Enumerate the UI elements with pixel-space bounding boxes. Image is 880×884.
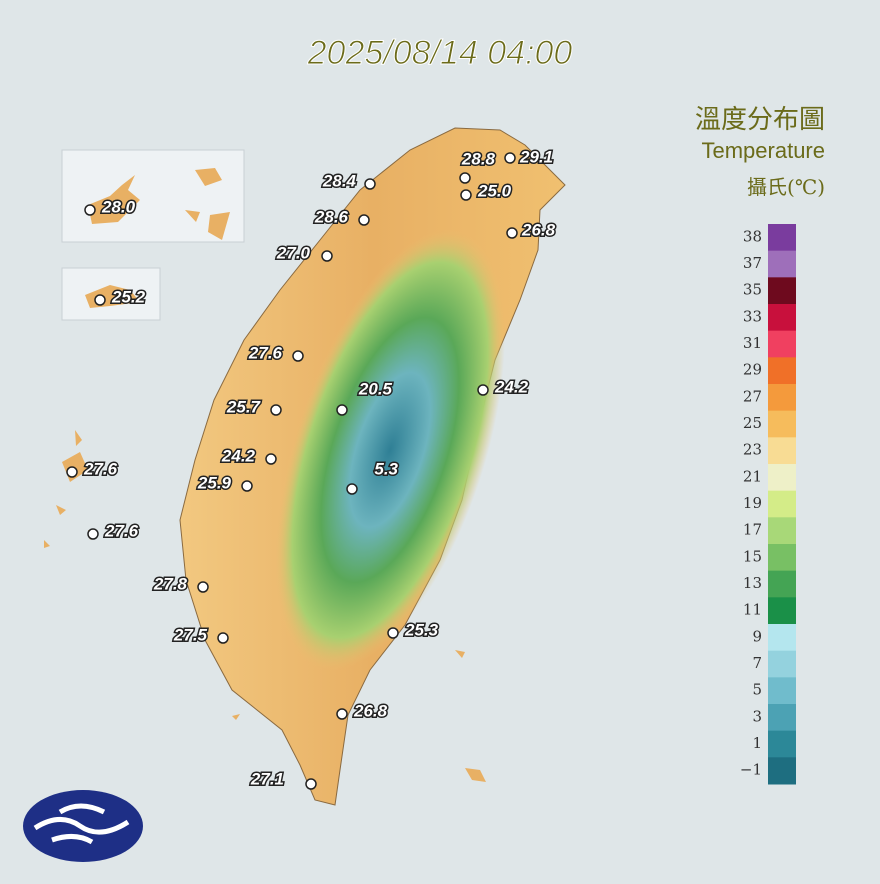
station-dot: [217, 632, 229, 644]
legend-swatch: [768, 384, 796, 412]
station-dot: [197, 581, 209, 593]
station-value: 25.3: [404, 620, 439, 639]
legend-tick-label: 17: [743, 521, 762, 539]
station-value: 27.8: [153, 574, 188, 593]
legend-tick-label: −1: [740, 761, 762, 779]
legend-tick-label: 19: [743, 494, 762, 512]
station-value: 27.6: [83, 459, 118, 478]
island: [88, 168, 230, 240]
logo-wave: [33, 803, 130, 845]
legend-swatch: [768, 330, 796, 358]
station-dot: [504, 152, 516, 164]
legend-tick-label: 15: [743, 547, 762, 565]
station-value: 25.2: [111, 287, 146, 306]
legend-tick-label: 21: [743, 467, 762, 485]
legend-swatch: [768, 570, 796, 598]
station-value: 20.5: [358, 379, 393, 398]
legend-tick-label: 5: [752, 681, 762, 699]
station-dot: [292, 350, 304, 362]
legend-tick-label: 23: [743, 441, 762, 459]
legend-swatch: [768, 757, 796, 785]
legend-swatch: [768, 357, 796, 385]
station-value: 28.6: [314, 207, 349, 226]
station-value: 25.9: [197, 473, 232, 492]
legend-swatch: [768, 464, 796, 492]
station-dot: [265, 453, 277, 465]
station-dot: [336, 708, 348, 720]
station-value: 25.0: [477, 181, 512, 200]
legend-tick-label: 3: [752, 707, 762, 725]
station-dot: [84, 204, 96, 216]
station-dot: [387, 627, 399, 639]
station-value: 27.6: [104, 521, 139, 540]
station-value: 29.1: [519, 147, 553, 166]
station-value: 27.6: [248, 343, 283, 362]
legend-swatch: [768, 597, 796, 625]
legend-title: 溫度分布圖: [695, 105, 825, 135]
mountain-temperature: [275, 229, 505, 671]
station-dot: [358, 214, 370, 226]
station-dot: [270, 404, 282, 416]
legend-swatch: [768, 677, 796, 705]
station-dot: [346, 483, 358, 495]
legend-tick-label: 29: [743, 361, 762, 379]
station-value: 28.4: [322, 171, 357, 190]
station-dot: [305, 778, 317, 790]
station-value: 26.8: [521, 220, 556, 239]
legend-tick-label: 13: [743, 574, 762, 592]
legend-swatch: [768, 544, 796, 572]
legend-swatch: [768, 490, 796, 518]
legend-swatch: [768, 437, 796, 465]
station-dot: [241, 480, 253, 492]
station-dot: [506, 227, 518, 239]
legend-tick-label: 1: [752, 734, 762, 752]
legend-subtitle: Temperature: [701, 138, 825, 163]
legend-tick-label: 31: [743, 334, 762, 352]
station-value: 24.2: [221, 446, 256, 465]
legend-tick-label: 37: [743, 254, 762, 272]
station-dot: [66, 466, 78, 478]
island: [44, 430, 96, 548]
station-value: 27.5: [173, 625, 208, 644]
station-dot: [364, 178, 376, 190]
legend-tick-label: 9: [752, 627, 762, 645]
station-dot: [460, 189, 472, 201]
legend-tick-label: 25: [743, 414, 762, 432]
legend-unit: 攝氏(℃): [747, 175, 825, 199]
legend-swatch: [768, 730, 796, 758]
station-value: 5.3: [374, 459, 398, 478]
station-value: 24.2: [494, 377, 529, 396]
station-dot: [94, 294, 106, 306]
station-dot: [87, 528, 99, 540]
station-value: 25.7: [226, 397, 262, 416]
legend-swatch: [768, 624, 796, 652]
legend-swatch: [768, 704, 796, 732]
legend-swatch: [768, 650, 796, 678]
station-value: 28.8: [461, 149, 496, 168]
station-value: 26.8: [353, 701, 388, 720]
legend-swatch: [768, 277, 796, 305]
legend-tick-label: 33: [743, 307, 762, 325]
station-value: 28.0: [101, 197, 136, 216]
legend-tick-label: 27: [743, 387, 762, 405]
station-dot: [459, 172, 471, 184]
station-dot: [336, 404, 348, 416]
station-dot: [477, 384, 489, 396]
station-dot: [321, 250, 333, 262]
station-value: 27.0: [276, 243, 311, 262]
legend-tick-label: 38: [743, 227, 762, 245]
legend-swatch: [768, 304, 796, 332]
legend-swatch: [768, 250, 796, 278]
legend-tick-label: 35: [743, 281, 762, 299]
station-value: 27.1: [250, 769, 284, 788]
legend-tick-label: 7: [752, 654, 762, 672]
legend-swatch: [768, 224, 796, 252]
title: 2025/08/14 04:00: [307, 34, 573, 72]
legend-swatch: [768, 410, 796, 438]
legend-tick-label: 11: [743, 601, 762, 619]
legend-swatch: [768, 517, 796, 545]
